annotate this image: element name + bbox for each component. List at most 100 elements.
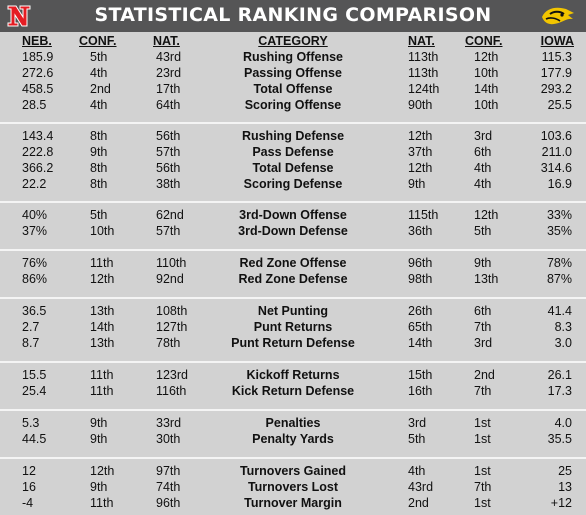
category-label: Rushing Defense bbox=[241, 129, 345, 143]
neb-conf-rank: 11th bbox=[90, 384, 114, 398]
neb-value: 12 bbox=[22, 464, 36, 478]
table-row: 5.3 9th 33rd Penalties 3rd 1st 4.0 bbox=[0, 416, 586, 432]
category-label: Scoring Offense bbox=[244, 98, 342, 112]
iowa-value: 211.0 bbox=[541, 145, 572, 159]
iowa-conf-rank: 7th bbox=[474, 320, 492, 334]
neb-value: 143.4 bbox=[22, 129, 54, 143]
table-row: 25.4 11th 116th Kick Return Defense 16th 7th 1… bbox=[0, 384, 586, 400]
neb-nat-rank: 127th bbox=[156, 320, 188, 334]
section-divider bbox=[0, 201, 586, 203]
iowa-value: 35.5 bbox=[547, 432, 572, 446]
table-row: 2.7 14th 127th Punt Returns 65th 7th 8.3 bbox=[0, 320, 586, 336]
iowa-conf-rank: 12th bbox=[474, 208, 499, 222]
category-label: Total Defense bbox=[252, 161, 334, 175]
neb-value: 2.7 bbox=[22, 320, 40, 334]
iowa-value: 13 bbox=[558, 480, 572, 494]
section-divider bbox=[0, 122, 586, 124]
neb-conf-rank: 5th bbox=[90, 50, 108, 64]
neb-nat-rank: 110th bbox=[156, 256, 187, 270]
iowa-value: 17.3 bbox=[547, 384, 572, 398]
iowa-nat-rank: 98th bbox=[408, 272, 433, 286]
iowa-nat-rank: 14th bbox=[408, 336, 433, 350]
iowa-conf-rank: 10th bbox=[474, 98, 499, 112]
neb-conf-rank: 13th bbox=[90, 336, 115, 350]
table-row: 15.5 11th 123rd Kickoff Returns 15th 2nd 26.1 bbox=[0, 368, 586, 384]
iowa-value: 87% bbox=[546, 272, 572, 286]
iowa-conf-rank: 14th bbox=[474, 82, 499, 96]
iowa-conf-rank: 10th bbox=[474, 66, 499, 80]
neb-value: 16 bbox=[22, 480, 36, 494]
neb-nat-rank: 43rd bbox=[156, 50, 182, 64]
iowa-nat-rank: 4th bbox=[408, 464, 426, 478]
iowa-conf-rank: 6th bbox=[474, 304, 492, 318]
iowa-value: 314.6 bbox=[540, 161, 572, 175]
iowa-nat-rank: 36th bbox=[408, 224, 433, 238]
neb-conf-rank: 9th bbox=[90, 145, 108, 159]
category-label: Turnover Margin bbox=[244, 496, 342, 510]
category-label: 3rd-Down Offense bbox=[239, 208, 347, 222]
neb-conf-rank: 12th bbox=[90, 464, 115, 478]
neb-value: 40% bbox=[22, 208, 48, 222]
category-label: Penalty Yards bbox=[252, 432, 334, 446]
neb-value: 44.5 bbox=[22, 432, 47, 446]
neb-value: 185.9 bbox=[22, 50, 54, 64]
iowa-nat-rank: 12th bbox=[408, 129, 433, 143]
iowa-conf-rank: 9th bbox=[474, 256, 492, 270]
iowa-conf-rank: 7th bbox=[474, 480, 492, 494]
section-divider bbox=[0, 361, 586, 363]
neb-conf-rank: 4th bbox=[90, 98, 108, 112]
category-label: Turnovers Lost bbox=[247, 480, 339, 494]
neb-value: 22.2 bbox=[22, 177, 47, 191]
iowa-nat-rank: 113th bbox=[408, 50, 439, 64]
iowa-value: +12 bbox=[550, 496, 572, 510]
iowa-value: 8.3 bbox=[554, 320, 572, 334]
iowa-conf-rank: 2nd bbox=[474, 368, 495, 382]
neb-value: 28.5 bbox=[22, 98, 47, 112]
iowa-value: 33% bbox=[546, 208, 572, 222]
iowa-value: 16.9 bbox=[547, 177, 572, 191]
neb-nat-rank: 17th bbox=[156, 82, 181, 96]
category-label: Red Zone Offense bbox=[239, 256, 347, 270]
neb-nat-rank: 74th bbox=[156, 480, 181, 494]
neb-conf-rank: 8th bbox=[90, 129, 108, 143]
neb-value: -4 bbox=[22, 496, 34, 510]
iowa-conf-rank: 5th bbox=[474, 224, 492, 238]
table-row: 222.8 9th 57th Pass Defense 37th 6th 211.0 bbox=[0, 145, 586, 161]
neb-conf-rank: 8th bbox=[90, 177, 108, 191]
column-header-conf-iowa: CONF. bbox=[465, 34, 503, 48]
category-label: Turnovers Gained bbox=[239, 464, 347, 478]
table-row: 272.6 4th 23rd Passing Offense 113th 10th 177.… bbox=[0, 66, 586, 82]
iowa-conf-rank: 3rd bbox=[474, 129, 493, 143]
iowa-conf-rank: 3rd bbox=[474, 336, 493, 350]
neb-nat-rank: 57th bbox=[156, 224, 181, 238]
iowa-nat-rank: 3rd bbox=[408, 416, 427, 430]
neb-nat-rank: 123rd bbox=[156, 368, 188, 382]
iowa-value: 103.6 bbox=[540, 129, 572, 143]
iowa-conf-rank: 7th bbox=[474, 384, 492, 398]
iowa-value: 4.0 bbox=[554, 416, 572, 430]
neb-conf-rank: 2nd bbox=[90, 82, 111, 96]
iowa-nat-rank: 5th bbox=[408, 432, 426, 446]
iowa-nat-rank: 124th bbox=[408, 82, 440, 96]
table-row: 185.9 5th 43rd Rushing Offense 113th 12th 115.… bbox=[0, 50, 586, 66]
neb-nat-rank: 97th bbox=[156, 464, 181, 478]
neb-value: 37% bbox=[22, 224, 48, 238]
table-row: 366.2 8th 56th Total Defense 12th 4th 314.6 bbox=[0, 161, 586, 177]
iowa-value: 26.1 bbox=[547, 368, 572, 382]
neb-conf-rank: 4th bbox=[90, 66, 108, 80]
table-row: 76% 11th 110th Red Zone Offense 96th 9th 78% bbox=[0, 256, 586, 272]
table-row: 8.7 13th 78th Punt Return Defense 14th 3rd 3.0 bbox=[0, 336, 586, 352]
neb-nat-rank: 56th bbox=[156, 161, 181, 175]
category-label: Penalties bbox=[265, 416, 321, 430]
neb-value: 86% bbox=[22, 272, 48, 286]
neb-conf-rank: 13th bbox=[90, 304, 115, 318]
neb-value: 25.4 bbox=[22, 384, 47, 398]
column-header-nat: NAT. bbox=[153, 34, 180, 48]
iowa-conf-rank: 6th bbox=[474, 145, 492, 159]
iowa-nat-rank: 16th bbox=[408, 384, 433, 398]
table-row: 44.5 9th 30th Penalty Yards 5th 1st 35.5 bbox=[0, 432, 586, 448]
neb-nat-rank: 78th bbox=[156, 336, 181, 350]
neb-nat-rank: 108th bbox=[156, 304, 188, 318]
iowa-value: 41.4 bbox=[547, 304, 572, 318]
page-title: STATISTICAL RANKING COMPARISON bbox=[94, 4, 492, 26]
